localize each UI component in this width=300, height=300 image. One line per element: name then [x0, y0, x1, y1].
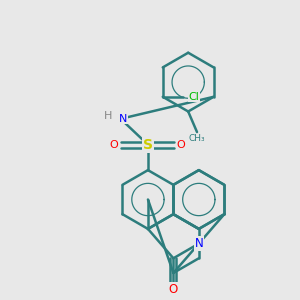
Text: CH₃: CH₃: [189, 134, 205, 143]
Text: H: H: [104, 112, 112, 122]
Text: S: S: [143, 138, 153, 152]
Text: O: O: [169, 283, 178, 296]
Text: Cl: Cl: [188, 92, 199, 102]
Text: O: O: [176, 140, 185, 150]
Text: N: N: [194, 237, 203, 250]
Text: O: O: [110, 140, 118, 150]
Text: N: N: [119, 114, 127, 124]
